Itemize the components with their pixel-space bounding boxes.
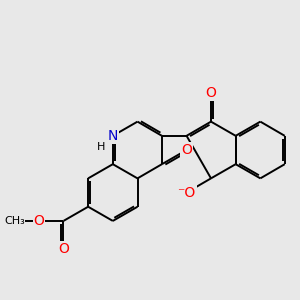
- Text: O: O: [34, 214, 44, 228]
- Text: ⁻O: ⁻O: [178, 186, 196, 200]
- Text: O: O: [206, 86, 216, 100]
- Text: H: H: [97, 142, 106, 152]
- Text: CH₃: CH₃: [4, 216, 25, 226]
- Text: O: O: [58, 242, 69, 256]
- Text: N: N: [108, 129, 118, 143]
- Text: O: O: [181, 143, 192, 157]
